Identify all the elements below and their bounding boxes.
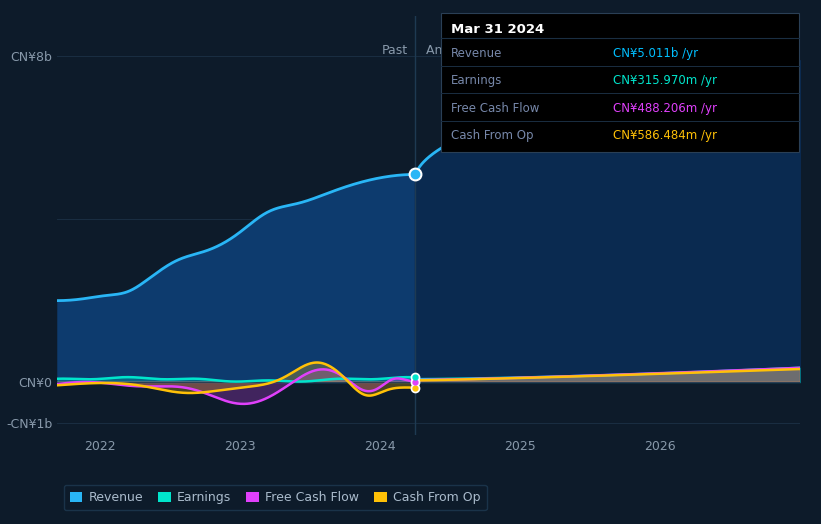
Legend: Revenue, Earnings, Free Cash Flow, Cash From Op: Revenue, Earnings, Free Cash Flow, Cash … <box>64 485 487 510</box>
Text: Analysts Forecasts: Analysts Forecasts <box>426 44 543 57</box>
Text: Past: Past <box>382 44 408 57</box>
Text: Free Cash Flow: Free Cash Flow <box>451 102 539 115</box>
Text: Mar 31 2024: Mar 31 2024 <box>451 23 544 36</box>
Text: Earnings: Earnings <box>451 74 502 88</box>
Text: Cash From Op: Cash From Op <box>451 129 533 143</box>
Text: Revenue: Revenue <box>451 47 502 60</box>
Text: CN¥5.011b /yr: CN¥5.011b /yr <box>613 47 699 60</box>
Text: CN¥315.970m /yr: CN¥315.970m /yr <box>613 74 718 88</box>
Text: CN¥586.484m /yr: CN¥586.484m /yr <box>613 129 718 143</box>
Text: CN¥488.206m /yr: CN¥488.206m /yr <box>613 102 718 115</box>
